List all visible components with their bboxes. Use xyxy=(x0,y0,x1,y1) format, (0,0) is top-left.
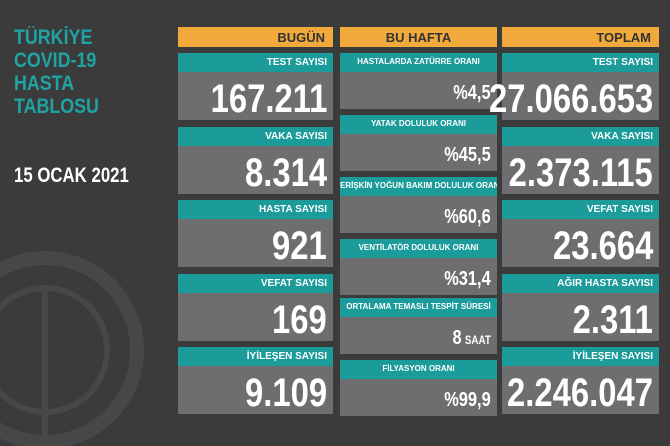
stat-card: VENTİLATÖR DOLULUK ORANI %31,4 xyxy=(340,239,497,295)
value-text: 9.109 xyxy=(244,371,327,415)
stat-card: ERİŞKİN YOĞUN BAKIM DOLULUK ORANI %60,6 xyxy=(340,177,497,233)
emblem xyxy=(0,251,144,446)
title: TÜRKİYE COVID-19 HASTA TABLOSU xyxy=(14,26,99,118)
value-text: %60,6 xyxy=(444,206,491,228)
column-header: BUGÜN xyxy=(178,27,333,47)
card-label: HASTALARDA ZATÜRRE ORANI xyxy=(340,53,497,72)
value-text: %99,9 xyxy=(444,389,491,411)
card-body: 2.373.115 xyxy=(502,146,659,196)
card-label: VAKA SAYISI xyxy=(178,127,333,146)
stat-card: VAKA SAYISI 2.373.115 xyxy=(502,127,659,196)
card-body: 921 xyxy=(178,219,333,269)
value-text: 8.314 xyxy=(244,151,327,195)
value-text: 167.211 xyxy=(210,77,327,121)
value-text: %45,5 xyxy=(444,144,491,166)
stat-card: AĞIR HASTA SAYISI 2.311 xyxy=(502,274,659,343)
date: 15 OCAK 2021 xyxy=(14,164,129,187)
value-text: 921 xyxy=(272,224,327,268)
card-label: AĞIR HASTA SAYISI xyxy=(502,274,659,293)
card-label: VENTİLATÖR DOLULUK ORANI xyxy=(340,239,497,258)
stat-card: HASTALARDA ZATÜRRE ORANI %4,5 xyxy=(340,53,497,109)
stat-card: İYİLEŞEN SAYISI 2.246.047 xyxy=(502,347,659,416)
column-header: BU HAFTA xyxy=(340,27,497,47)
stat-card: TEST SAYISI 167.211 xyxy=(178,53,333,122)
card-label: TEST SAYISI xyxy=(178,53,333,72)
card-label: VAKA SAYISI xyxy=(502,127,659,146)
card-value: 2.246.047 xyxy=(507,371,653,416)
stat-card: FİLYASYON ORANI %99,9 xyxy=(340,360,497,416)
card-body: 27.066.653 xyxy=(489,72,659,121)
card-body: 23.664 xyxy=(502,219,659,269)
card-value: 2.373.115 xyxy=(509,151,653,196)
stat-card: İYİLEŞEN SAYISI 9.109 xyxy=(178,347,333,416)
card-body: 2.246.047 xyxy=(502,366,659,416)
value-text: 2.246.047 xyxy=(507,371,653,415)
value-unit: SAAT xyxy=(464,333,491,347)
stat-card: YATAK DOLULUK ORANI %45,5 xyxy=(340,115,497,171)
card-value: 8.314 xyxy=(245,151,327,196)
card-value: 8 SAAT xyxy=(453,327,491,350)
card-value: 167.211 xyxy=(210,77,327,122)
card-body: %31,4 xyxy=(340,258,497,295)
value-text: %31,4 xyxy=(444,268,491,290)
card-value: 27.066.653 xyxy=(489,77,653,122)
value-text: 8 xyxy=(452,327,462,349)
card-value: 921 xyxy=(272,224,327,269)
card-body: 169 xyxy=(178,293,333,343)
card-value: 2.311 xyxy=(573,298,653,343)
value-text: 27.066.653 xyxy=(488,77,653,121)
card-value: %99,9 xyxy=(444,389,491,412)
stat-card: HASTA SAYISI 921 xyxy=(178,200,333,269)
card-value: %31,4 xyxy=(444,268,491,291)
title-line: HASTA xyxy=(14,72,75,95)
card-value: %4,5 xyxy=(454,82,491,105)
card-body: 9.109 xyxy=(178,366,333,416)
column-header: TOPLAM xyxy=(502,27,659,47)
card-label: ERİŞKİN YOĞUN BAKIM DOLULUK ORANI xyxy=(340,177,497,196)
card-label: VEFAT SAYISI xyxy=(178,274,333,293)
card-label: HASTA SAYISI xyxy=(178,200,333,219)
card-body: %4,5 xyxy=(340,72,497,109)
value-text: %4,5 xyxy=(453,82,491,104)
card-body: 167.211 xyxy=(178,72,333,122)
card-value: %60,6 xyxy=(444,206,491,229)
card-label: FİLYASYON ORANI xyxy=(340,360,497,379)
card-value: 169 xyxy=(272,298,327,343)
card-label: TEST SAYISI xyxy=(502,53,659,72)
card-label: İYİLEŞEN SAYISI xyxy=(178,347,333,366)
title-line: TÜRKİYE xyxy=(14,26,93,49)
stat-card: VAKA SAYISI 8.314 xyxy=(178,127,333,196)
card-body: %99,9 xyxy=(340,379,497,416)
stat-card: TEST SAYISI 27.066.653 xyxy=(489,53,659,121)
card-body: %60,6 xyxy=(340,196,497,233)
stat-card: ORTALAMA TEMASLI TESPİT SÜRESİ 8 SAAT xyxy=(340,298,497,354)
card-body: 2.311 xyxy=(502,293,659,343)
title-line: COVID-19 xyxy=(14,49,97,72)
title-line: TABLOSU xyxy=(14,95,99,118)
value-text: 2.311 xyxy=(572,298,653,342)
card-label: İYİLEŞEN SAYISI xyxy=(502,347,659,366)
value-text: 2.373.115 xyxy=(508,151,653,195)
card-label: ORTALAMA TEMASLI TESPİT SÜRESİ xyxy=(340,298,497,317)
value-text: 169 xyxy=(272,298,327,342)
stat-card: VEFAT SAYISI 169 xyxy=(178,274,333,343)
value-text: 23.664 xyxy=(552,224,653,268)
card-label: VEFAT SAYISI xyxy=(502,200,659,219)
card-value: 23.664 xyxy=(553,224,653,269)
card-body: %45,5 xyxy=(340,134,497,171)
card-value: 9.109 xyxy=(245,371,327,416)
stat-card: VEFAT SAYISI 23.664 xyxy=(502,200,659,269)
card-value: %45,5 xyxy=(444,144,491,167)
card-body: 8 SAAT xyxy=(340,317,497,354)
card-body: 8.314 xyxy=(178,146,333,196)
card-label: YATAK DOLULUK ORANI xyxy=(340,115,497,134)
